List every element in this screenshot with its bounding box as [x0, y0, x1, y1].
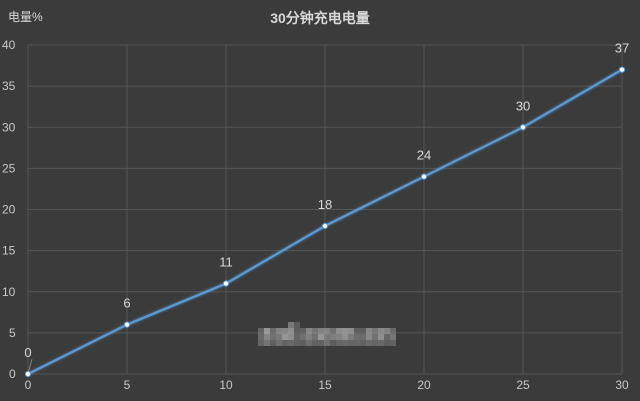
svg-text:37: 37	[615, 41, 629, 56]
svg-text:0: 0	[9, 367, 16, 381]
svg-text:24: 24	[417, 148, 431, 163]
svg-text:6: 6	[123, 296, 130, 311]
svg-text:20: 20	[417, 378, 431, 392]
svg-text:10: 10	[2, 285, 16, 299]
svg-text:25: 25	[2, 161, 16, 175]
svg-text:35: 35	[2, 79, 16, 93]
svg-text:30: 30	[516, 98, 530, 113]
svg-text:11: 11	[219, 255, 233, 270]
svg-text:30: 30	[615, 378, 629, 392]
svg-text:5: 5	[124, 378, 131, 392]
svg-text:0: 0	[24, 345, 31, 360]
svg-text:18: 18	[318, 197, 332, 212]
svg-text:10: 10	[219, 378, 233, 392]
svg-text:15: 15	[318, 378, 332, 392]
svg-text:0: 0	[25, 378, 32, 392]
svg-text:5: 5	[9, 326, 16, 340]
svg-text:25: 25	[516, 378, 530, 392]
svg-text:40: 40	[2, 38, 16, 52]
svg-text:15: 15	[2, 244, 16, 258]
svg-text:20: 20	[2, 203, 16, 217]
svg-text:30: 30	[2, 120, 16, 134]
